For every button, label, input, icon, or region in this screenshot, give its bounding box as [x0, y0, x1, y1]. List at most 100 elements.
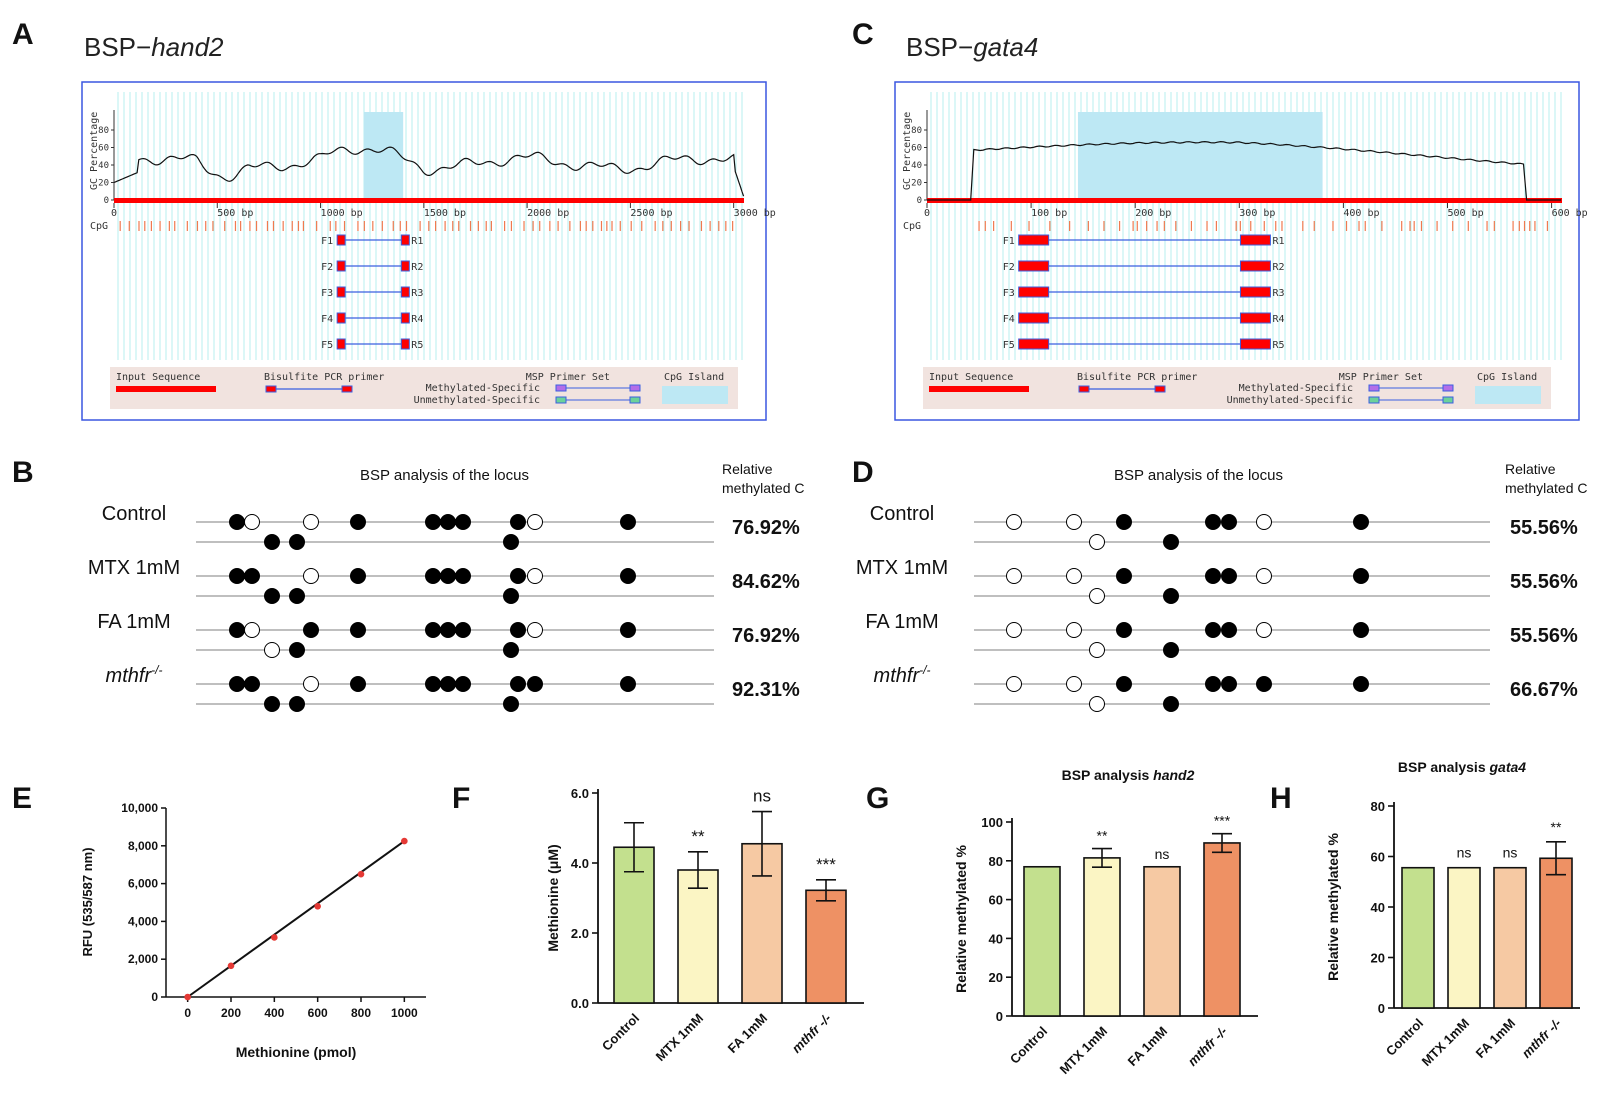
legend-msp-label: MSP Primer Set [1339, 372, 1423, 383]
methylated-cpg [1221, 676, 1237, 692]
x-tick-label: 2500 bp [630, 208, 672, 219]
legend-meth-swatch [555, 384, 567, 392]
y-tick-label: 2.0 [571, 926, 589, 941]
sample-label: Control [102, 503, 166, 525]
methylated-cpg [440, 514, 456, 530]
forward-primer-label: F5 [321, 340, 333, 351]
sample-label: MTX 1mM [88, 557, 180, 579]
methylation-percent: 76.92% [732, 517, 800, 539]
methylated-cpg [1116, 676, 1132, 692]
category-label: Control [1007, 1024, 1050, 1067]
reverse-primer-label: R3 [1272, 288, 1284, 299]
locus-panel-d: BSP analysis of the locus Relative methy… [856, 461, 1587, 712]
methylated-cpg [440, 568, 456, 584]
reverse-primer-box [400, 312, 410, 324]
legend-methylated-label: Methylated-Specific [426, 383, 540, 394]
significance-label: ns [753, 787, 771, 806]
methylated-cpg [244, 568, 260, 584]
y-tick-label: 8,000 [128, 839, 158, 853]
methylated-cpg [440, 622, 456, 638]
reverse-primer-box [400, 338, 410, 350]
methylated-cpg [440, 676, 456, 692]
unmethylated-cpg [1006, 568, 1022, 584]
methylated-cpg [503, 534, 519, 550]
forward-primer-label: F2 [1003, 262, 1015, 273]
methylated-cpg [620, 676, 636, 692]
relative-label-line2: methylated C [1505, 480, 1587, 496]
reverse-primer-box [1239, 312, 1271, 324]
category-label: FA 1mM [1125, 1024, 1171, 1070]
x-tick-label: 1000 [391, 1006, 418, 1020]
data-point [401, 837, 408, 845]
methylated-cpg [289, 534, 305, 550]
bar [1023, 865, 1061, 1017]
legend-unmeth-swatch [1442, 396, 1454, 404]
y-tick-label: 10,000 [121, 801, 158, 815]
significance-label: ** [1097, 828, 1108, 844]
data-point [357, 870, 365, 878]
reverse-primer-label: R4 [1272, 314, 1284, 325]
reverse-primer-box [400, 260, 410, 272]
x-tick-label: 100 bp [1031, 208, 1067, 219]
x-tick-label: 1500 bp [424, 208, 466, 219]
unmethylated-cpg [1256, 568, 1272, 584]
x-tick-label: 1000 bp [321, 208, 363, 219]
methylated-cpg [264, 588, 280, 604]
methylated-cpg [455, 676, 471, 692]
data-point [227, 962, 235, 970]
unmethylated-cpg [1006, 514, 1022, 530]
legend-unmeth-swatch [555, 396, 567, 404]
y-tick-label: 0.0 [571, 996, 589, 1011]
bar [1203, 842, 1241, 1017]
legend-msp-label: MSP Primer Set [526, 372, 610, 383]
methylated-cpg [455, 568, 471, 584]
reverse-primer-label: R2 [1272, 262, 1284, 273]
methylated-cpg [510, 676, 526, 692]
methylated-cpg [1205, 622, 1221, 638]
significance-label: ** [691, 827, 705, 846]
legend-meth-swatch [629, 384, 641, 392]
significance-label: ** [1551, 819, 1562, 835]
category-label: MTX 1mM [1057, 1024, 1111, 1078]
methylated-cpg [503, 696, 519, 712]
methylated-cpg [1163, 534, 1179, 550]
panel-label-g: G [866, 782, 889, 815]
y-tick-label: 0 [917, 196, 922, 206]
unmethylated-cpg [303, 568, 319, 584]
legend-bisulfite-label: Bisulfite PCR primer [1077, 372, 1197, 383]
significance-label: ns [1155, 846, 1170, 862]
methylated-cpg [289, 642, 305, 658]
x-tick-label: 200 bp [1135, 208, 1171, 219]
x-tick-label: 200 [221, 1006, 241, 1020]
forward-primer-label: F3 [1003, 288, 1015, 299]
legend-island-label: CpG Island [1477, 372, 1537, 383]
legend-meth-swatch [1442, 384, 1454, 392]
unmethylated-cpg [1006, 622, 1022, 638]
bar [613, 846, 655, 1004]
forward-primer-box [1018, 338, 1050, 350]
forward-primer-box [1018, 234, 1050, 246]
category-label: Control [599, 1011, 642, 1054]
legend-bisulfite-label: Bisulfite PCR primer [264, 372, 384, 383]
y-tick-label: 0 [1378, 1001, 1385, 1016]
y-axis-label: Methionine (μM) [545, 844, 561, 951]
legend-unmeth-swatch [1368, 396, 1380, 404]
legend-input-label: Input Sequence [929, 372, 1013, 383]
y-axis-label: Relative methylated % [1325, 833, 1341, 981]
forward-primer-box [336, 234, 346, 246]
x-tick-label: 600 [308, 1006, 328, 1020]
y-tick-label: 40 [911, 161, 922, 171]
methylated-cpg [503, 642, 519, 658]
category-label: mthfr -/- [1185, 1024, 1230, 1069]
y-tick-label: 80 [98, 126, 109, 136]
bsp-title-hand2: BSP−hand2 [84, 32, 224, 62]
panel-label-a: A [12, 18, 34, 51]
category-label: FA 1mM [1473, 1016, 1519, 1062]
legend-island-swatch [662, 386, 728, 404]
category-label: FA 1mM [725, 1011, 771, 1057]
unmethylated-cpg [527, 514, 543, 530]
bar [805, 889, 847, 1004]
y-tick-label: 4.0 [571, 856, 589, 871]
legend-unmeth-swatch [629, 396, 641, 404]
legend-island-label: CpG Island [664, 372, 724, 383]
